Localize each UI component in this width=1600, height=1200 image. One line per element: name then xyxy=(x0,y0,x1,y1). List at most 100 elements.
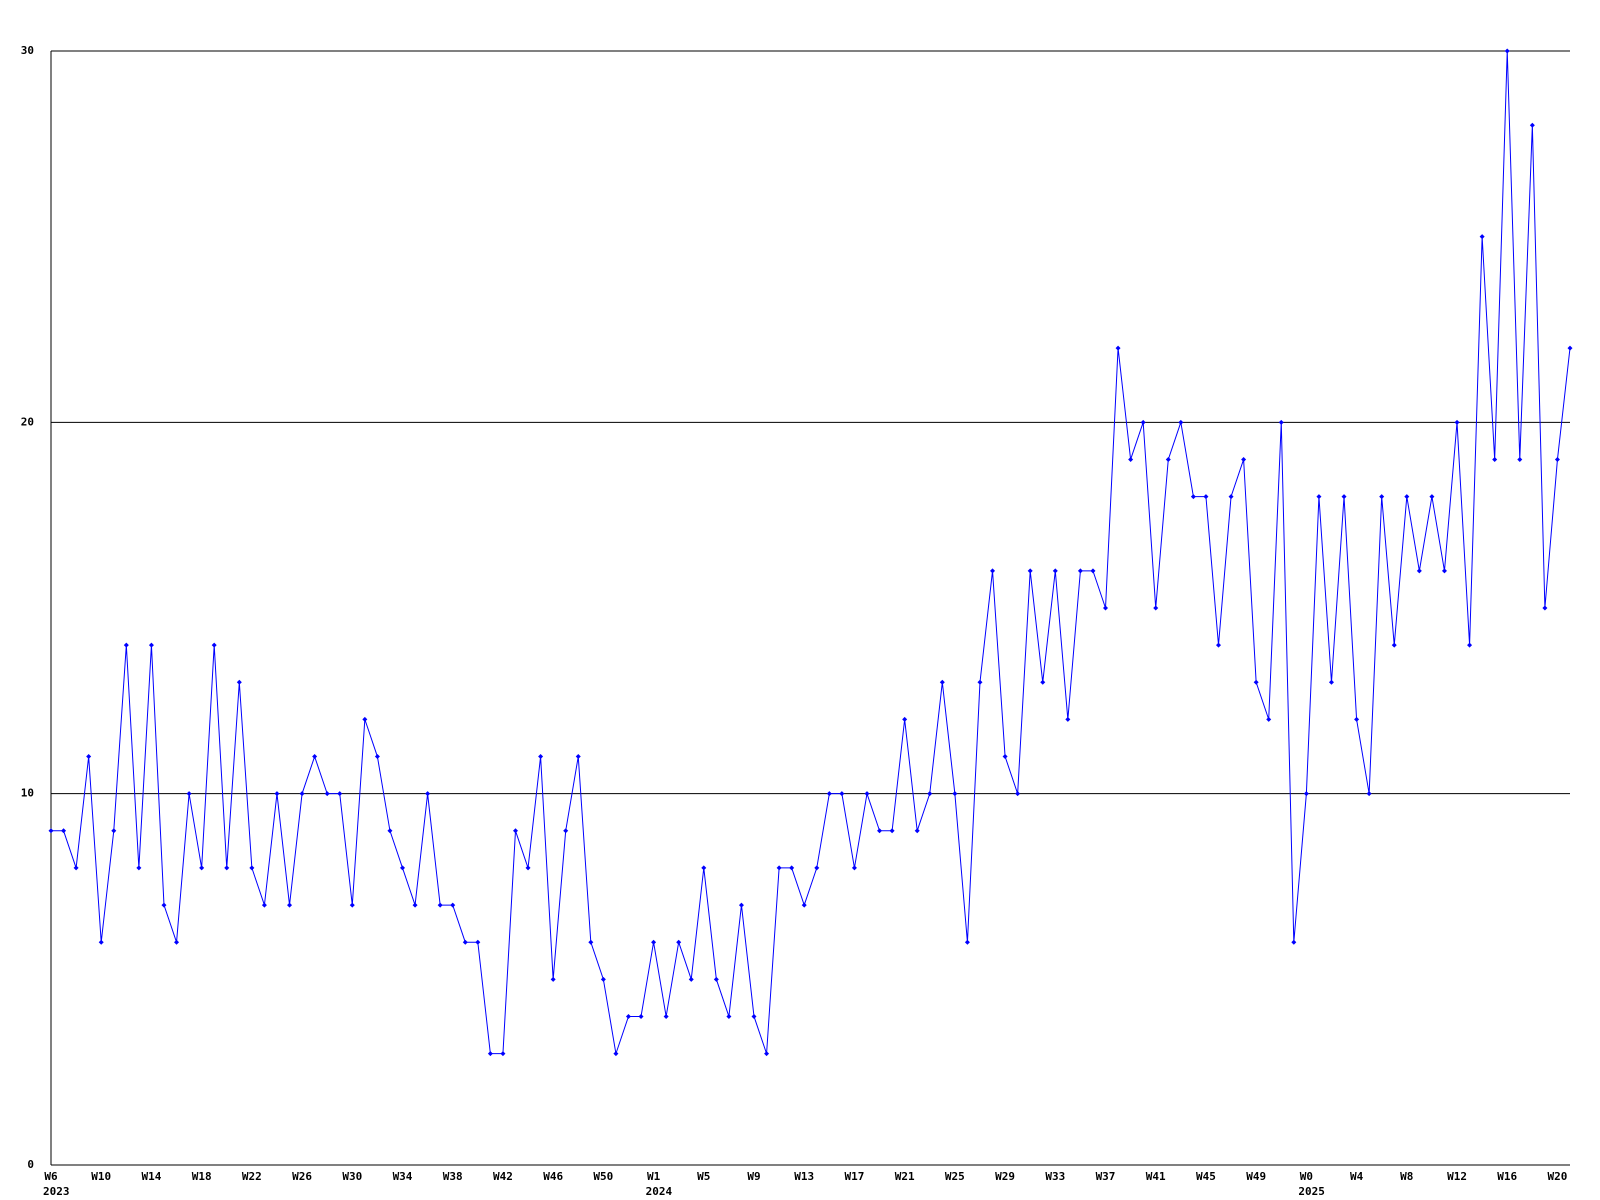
data-point xyxy=(299,791,305,797)
x-tick-label: W26 xyxy=(292,1170,312,1183)
data-point xyxy=(864,791,870,797)
x-tick-label: W22 xyxy=(242,1170,262,1183)
x-tick-label: W41 xyxy=(1146,1170,1166,1183)
x-tick-label: W46 xyxy=(543,1170,563,1183)
data-point xyxy=(877,828,883,834)
data-point xyxy=(625,1013,631,1019)
data-point xyxy=(525,865,531,871)
data-point xyxy=(1077,568,1083,574)
data-point xyxy=(236,679,242,685)
data-point xyxy=(751,1013,757,1019)
data-point xyxy=(161,902,167,908)
data-point xyxy=(1303,791,1309,797)
x-tick-label: W38 xyxy=(443,1170,463,1183)
data-point xyxy=(450,902,456,908)
data-point xyxy=(839,791,845,797)
data-point xyxy=(400,865,406,871)
x-tick-label: W13 xyxy=(794,1170,814,1183)
x-tick-label: W42 xyxy=(493,1170,513,1183)
y-tick-label: 30 xyxy=(21,44,34,57)
data-point xyxy=(726,1013,732,1019)
x-tick-label: W16 xyxy=(1497,1170,1517,1183)
data-point xyxy=(324,791,330,797)
data-point xyxy=(801,902,807,908)
data-point xyxy=(889,828,895,834)
data-point xyxy=(224,865,230,871)
x-tick-label: W29 xyxy=(995,1170,1015,1183)
x-tick-label: W10 xyxy=(91,1170,111,1183)
data-point xyxy=(1454,419,1460,425)
data-point xyxy=(588,939,594,945)
data-point xyxy=(1065,716,1071,722)
data-point xyxy=(1203,494,1209,500)
data-point xyxy=(814,865,820,871)
data-point xyxy=(1504,48,1510,54)
data-point xyxy=(1090,568,1096,574)
y-tick-label: 10 xyxy=(21,787,34,800)
data-point xyxy=(462,939,468,945)
data-point xyxy=(1103,605,1109,611)
data-point xyxy=(1165,456,1171,462)
y-tick-label: 0 xyxy=(27,1158,34,1171)
year-label: 2024 xyxy=(646,1185,673,1198)
data-point xyxy=(538,754,544,760)
data-point xyxy=(387,828,393,834)
data-point xyxy=(575,754,581,760)
x-tick-label: W25 xyxy=(945,1170,965,1183)
data-point xyxy=(174,939,180,945)
x-tick-label: W37 xyxy=(1096,1170,1116,1183)
data-point xyxy=(98,939,104,945)
x-tick-label: W18 xyxy=(192,1170,212,1183)
data-point xyxy=(1266,716,1272,722)
x-tick-label: W45 xyxy=(1196,1170,1216,1183)
data-point xyxy=(48,828,54,834)
x-tick-label: W34 xyxy=(393,1170,413,1183)
data-point xyxy=(86,754,92,760)
data-point xyxy=(914,828,920,834)
data-point xyxy=(977,679,983,685)
data-point xyxy=(990,568,996,574)
data-point xyxy=(1278,419,1284,425)
data-point xyxy=(776,865,782,871)
data-point xyxy=(550,976,556,982)
x-tick-label: W14 xyxy=(141,1170,161,1183)
data-point xyxy=(1391,642,1397,648)
data-point xyxy=(1115,345,1121,351)
year-label: 2023 xyxy=(43,1185,70,1198)
data-point xyxy=(764,1051,770,1057)
data-point xyxy=(136,865,142,871)
data-point xyxy=(1027,568,1033,574)
x-tick-label: W0 xyxy=(1300,1170,1313,1183)
data-point xyxy=(713,976,719,982)
data-point xyxy=(676,939,682,945)
data-point xyxy=(73,865,79,871)
data-point xyxy=(1328,679,1334,685)
data-point xyxy=(500,1051,506,1057)
data-point xyxy=(1002,754,1008,760)
data-point xyxy=(1467,642,1473,648)
data-point xyxy=(186,791,192,797)
data-point xyxy=(312,754,318,760)
data-point xyxy=(1404,494,1410,500)
data-point xyxy=(964,939,970,945)
x-tick-label: W49 xyxy=(1246,1170,1266,1183)
data-point xyxy=(663,1013,669,1019)
data-point xyxy=(738,902,744,908)
data-point xyxy=(475,939,481,945)
data-point xyxy=(1517,456,1523,462)
data-point xyxy=(412,902,418,908)
data-point xyxy=(274,791,280,797)
data-point xyxy=(613,1051,619,1057)
data-point xyxy=(1416,568,1422,574)
data-point xyxy=(1567,345,1573,351)
data-point xyxy=(1341,494,1347,500)
data-point xyxy=(1153,605,1159,611)
data-point xyxy=(563,828,569,834)
x-tick-label: W21 xyxy=(895,1170,915,1183)
data-point xyxy=(337,791,343,797)
x-tick-label: W17 xyxy=(845,1170,865,1183)
data-point xyxy=(1128,456,1134,462)
data-point xyxy=(1354,716,1360,722)
x-tick-label: W6 xyxy=(44,1170,58,1183)
